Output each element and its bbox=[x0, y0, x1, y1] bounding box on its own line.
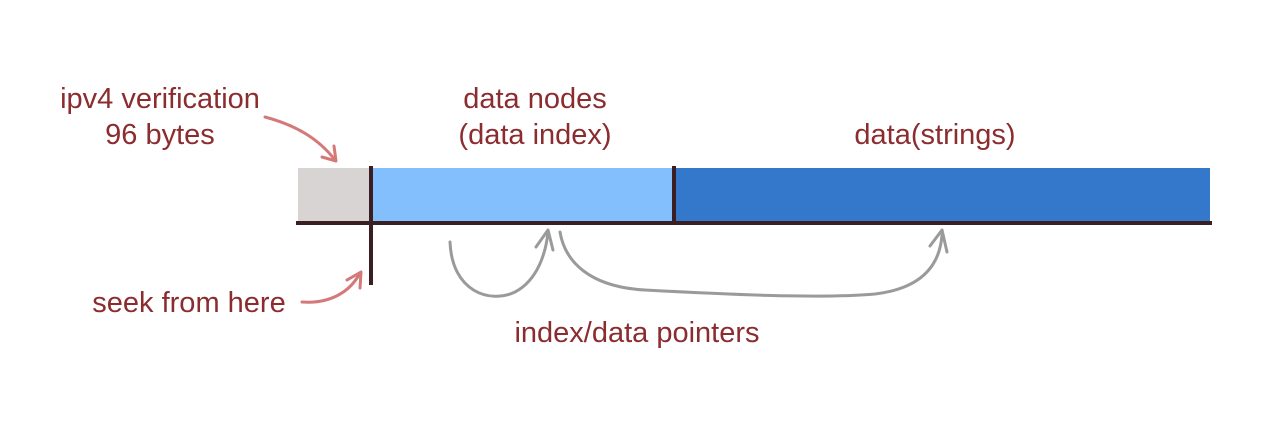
ipv4-verification-label: ipv4 verification bbox=[60, 83, 260, 115]
ipv4-callout-arrow bbox=[263, 115, 338, 163]
ipv4-verification-segment bbox=[298, 168, 371, 222]
data-pointer-arrow bbox=[558, 228, 949, 298]
data-index-label: (data index) bbox=[458, 119, 611, 151]
index-data-pointers-label: index/data pointers bbox=[514, 317, 759, 349]
seek-from-here-label: seek from here bbox=[92, 287, 285, 319]
ipv4-size-label: 96 bytes bbox=[105, 119, 215, 151]
data-strings-segment bbox=[674, 168, 1210, 222]
index-pointer-arrow bbox=[448, 228, 555, 298]
data-nodes-label: data nodes bbox=[463, 83, 607, 115]
data-nodes-segment bbox=[371, 168, 674, 222]
data-strings-label: data(strings) bbox=[854, 119, 1015, 151]
seek-callout-arrow bbox=[300, 270, 363, 304]
